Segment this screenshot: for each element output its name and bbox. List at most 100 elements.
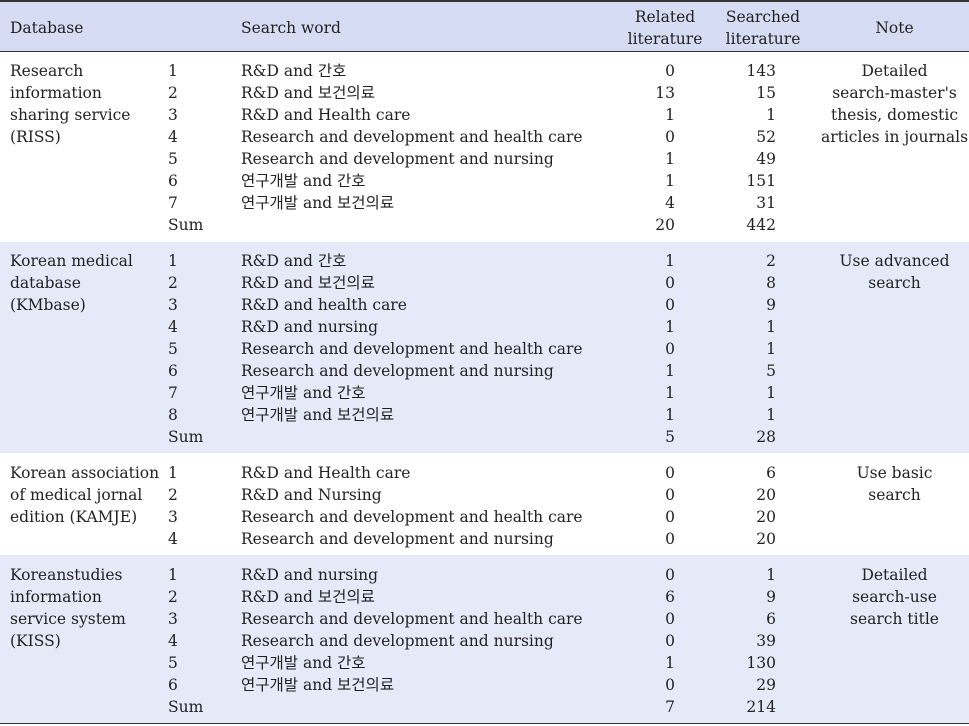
related-count: 5 — [665, 428, 675, 446]
note-cell: Use basic search — [820, 462, 969, 506]
table-row: 5 Research and development and health car… — [0, 338, 969, 360]
search-word: R&D and 간호 — [241, 252, 347, 270]
table-row: 3 Research and development and health car… — [0, 608, 969, 630]
search-word: 연구개발 and 간호 — [241, 384, 366, 402]
related-count: 0 — [665, 530, 675, 548]
group-riss: Research information sharing service (RI… — [0, 53, 969, 240]
row-number: 1 — [168, 62, 178, 80]
searched-count: 6 — [766, 464, 776, 482]
searched-count: 1 — [766, 384, 776, 402]
row-number: 3 — [168, 296, 178, 314]
search-word: R&D and Health care — [241, 464, 411, 482]
related-count: 1 — [665, 384, 675, 402]
row-number: 4 — [168, 128, 178, 146]
table-row: 5 연구개발 and 간호 1 130 — [0, 652, 969, 674]
related-count: 0 — [665, 610, 675, 628]
table-row: 6 Research and development and nursing 1 5 — [0, 360, 969, 382]
search-word: Research and development and nursing — [241, 150, 554, 168]
note-line: Detailed — [861, 62, 928, 80]
searched-count: 1 — [766, 566, 776, 584]
search-word: R&D and Nursing — [241, 486, 382, 504]
related-count: 1 — [665, 654, 675, 672]
search-word: Research and development and health care — [241, 128, 583, 146]
search-word: Research and development and nursing — [241, 530, 554, 548]
row-number: 6 — [168, 362, 178, 380]
related-count: 6 — [665, 588, 675, 606]
searched-count: 6 — [766, 610, 776, 628]
searched-count: 20 — [756, 486, 776, 504]
header-searched-line1: Searched — [725, 8, 801, 26]
table-row: 8 연구개발 and 보건의료 1 1 — [0, 404, 969, 426]
search-word: R&D and nursing — [241, 318, 379, 336]
table-row: 2 R&D and 보건의료 0 8 — [0, 272, 969, 294]
table-row: 1 R&D and 간호 1 2 — [0, 250, 969, 272]
searched-count: 1 — [766, 106, 776, 124]
row-number: 8 — [168, 406, 178, 424]
note-line: search — [868, 274, 921, 292]
row-number: 7 — [168, 384, 178, 402]
search-word: 연구개발 and 간호 — [241, 654, 366, 672]
related-count: 0 — [665, 128, 675, 146]
note-line: Use advanced — [839, 252, 950, 270]
note-line: Detailed — [861, 566, 928, 584]
table-row: 3 R&D and health care 0 9 — [0, 294, 969, 316]
note-line: search — [868, 486, 921, 504]
searched-count: 8 — [766, 274, 776, 292]
note-cell: Detailed search-master's thesis, domesti… — [820, 60, 969, 148]
row-number: Sum — [168, 428, 204, 446]
related-count: 1 — [665, 318, 675, 336]
table-row: 5 Research and development and nursing 1 49 — [0, 148, 969, 170]
group-kiss: Koreanstudies information service system… — [0, 555, 969, 723]
row-number: 5 — [168, 654, 178, 672]
search-word: 연구개발 and 보건의료 — [241, 406, 395, 424]
searched-count: 49 — [756, 150, 776, 168]
note-line: search title — [850, 610, 939, 628]
related-count: 4 — [665, 194, 675, 212]
header-searched-literature: Searched literature — [718, 6, 808, 50]
searched-count: 31 — [756, 194, 776, 212]
database-name-line: service system — [10, 610, 126, 628]
note-line: articles in journals — [820, 128, 969, 146]
related-count: 0 — [665, 566, 675, 584]
header-note: Note — [875, 19, 914, 37]
table-header: Database Search word Related literature … — [0, 0, 969, 52]
database-name-line: database — [10, 274, 81, 292]
header-searched-line2: literature — [725, 30, 801, 48]
database-name-line: information — [10, 84, 102, 102]
sum-row: Sum 5 28 — [0, 426, 969, 448]
row-number: 1 — [168, 566, 178, 584]
search-word: 연구개발 and 보건의료 — [241, 194, 395, 212]
searched-count: 1 — [766, 318, 776, 336]
search-word: R&D and health care — [241, 296, 407, 314]
database-name-line: of medical jornal — [10, 486, 143, 504]
database-name-line: Korean association — [10, 464, 160, 482]
table-row: 6 연구개발 and 간호 1 151 — [0, 170, 969, 192]
search-word: R&D and nursing — [241, 566, 379, 584]
search-word: R&D and 보건의료 — [241, 274, 375, 292]
note-line: thesis, domestic — [830, 106, 959, 124]
note-line: search-master's — [832, 84, 957, 102]
table-row: 1 R&D and 간호 0 143 — [0, 60, 969, 82]
table-row: 2 R&D and 보건의료 6 9 — [0, 586, 969, 608]
related-count: 13 — [655, 84, 675, 102]
row-number: 1 — [168, 464, 178, 482]
search-word: Research and development and nursing — [241, 632, 554, 650]
database-name-line: information — [10, 588, 102, 606]
sum-row: Sum 7 214 — [0, 696, 969, 718]
row-number: 3 — [168, 610, 178, 628]
table-row: 4 Research and development and nursing 0 20 — [0, 528, 969, 550]
row-number: 7 — [168, 194, 178, 212]
database-name: Research information sharing service (RI… — [10, 60, 160, 148]
row-number: 5 — [168, 340, 178, 358]
related-count: 0 — [665, 676, 675, 694]
note-line: search-use — [852, 588, 937, 606]
searched-count: 52 — [756, 128, 776, 146]
bottom-rule — [0, 723, 969, 724]
searched-count: 39 — [756, 632, 776, 650]
search-word: 연구개발 and 간호 — [241, 172, 366, 190]
search-word: Research and development and health care — [241, 610, 583, 628]
table-row: 1 R&D and nursing 0 1 — [0, 564, 969, 586]
header-search-word: Search word — [241, 19, 341, 37]
database-name-line: sharing service — [10, 106, 131, 124]
table-row: 3 Research and development and health car… — [0, 506, 969, 528]
